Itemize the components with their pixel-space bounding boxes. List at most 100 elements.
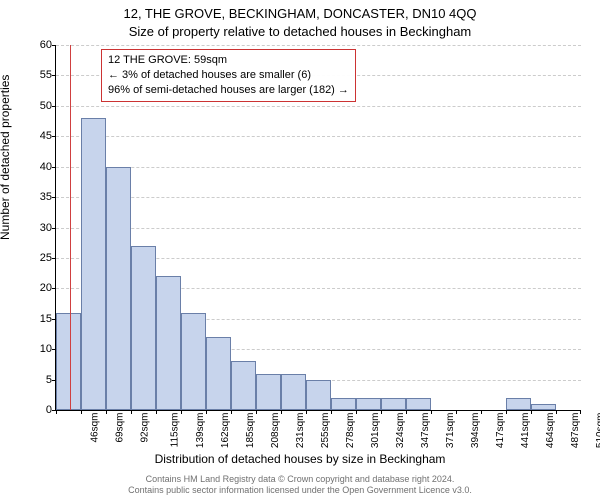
y-tick-mark bbox=[52, 136, 56, 137]
histogram-bar bbox=[206, 337, 231, 410]
x-axis-label: Distribution of detached houses by size … bbox=[0, 452, 600, 466]
x-tick-mark bbox=[580, 410, 581, 414]
histogram-bar bbox=[81, 118, 106, 410]
histogram-bar bbox=[231, 361, 256, 410]
y-tick-mark bbox=[52, 75, 56, 76]
x-tick-mark bbox=[231, 410, 232, 414]
x-tick-label: 139sqm bbox=[195, 413, 206, 449]
x-tick-label: 255sqm bbox=[320, 413, 331, 449]
gridline bbox=[56, 197, 581, 198]
gridline bbox=[56, 106, 581, 107]
x-tick-label: 46sqm bbox=[89, 413, 100, 443]
x-tick-label: 371sqm bbox=[445, 413, 456, 449]
x-tick-mark bbox=[106, 410, 107, 414]
x-tick-mark bbox=[531, 410, 532, 414]
histogram-bar bbox=[56, 313, 81, 410]
x-tick-mark bbox=[331, 410, 332, 414]
x-tick-label: 394sqm bbox=[470, 413, 481, 449]
x-tick-mark bbox=[356, 410, 357, 414]
x-tick-mark bbox=[556, 410, 557, 414]
histogram-bar bbox=[181, 313, 206, 410]
x-tick-label: 185sqm bbox=[245, 413, 256, 449]
x-tick-label: 487sqm bbox=[570, 413, 581, 449]
attribution-footer: Contains HM Land Registry data © Crown c… bbox=[0, 474, 600, 497]
x-tick-label: 441sqm bbox=[520, 413, 531, 449]
histogram-bar bbox=[156, 276, 181, 410]
y-tick-mark bbox=[52, 45, 56, 46]
y-tick-mark bbox=[52, 228, 56, 229]
y-tick-label: 35 bbox=[26, 191, 52, 203]
y-tick-label: 40 bbox=[26, 161, 52, 173]
y-tick-mark bbox=[52, 258, 56, 259]
chart-plot-area: 05101520253035404550556046sqm69sqm92sqm1… bbox=[55, 45, 581, 411]
x-tick-label: 115sqm bbox=[169, 413, 180, 448]
y-tick-mark bbox=[52, 288, 56, 289]
histogram-bar bbox=[331, 398, 356, 410]
reference-line bbox=[70, 45, 71, 410]
y-tick-mark bbox=[52, 197, 56, 198]
footer-line1: Contains HM Land Registry data © Crown c… bbox=[0, 474, 600, 485]
x-tick-mark bbox=[306, 410, 307, 414]
histogram-bar bbox=[106, 167, 131, 410]
y-axis-label: Number of detached properties bbox=[0, 75, 12, 240]
x-tick-mark bbox=[281, 410, 282, 414]
x-tick-label: 231sqm bbox=[295, 413, 306, 449]
x-tick-mark bbox=[506, 410, 507, 414]
y-tick-label: 60 bbox=[26, 39, 52, 51]
address-title: 12, THE GROVE, BECKINGHAM, DONCASTER, DN… bbox=[0, 6, 600, 21]
x-tick-label: 301sqm bbox=[370, 413, 381, 449]
y-tick-label: 30 bbox=[26, 222, 52, 234]
subtitle: Size of property relative to detached ho… bbox=[0, 24, 600, 39]
x-tick-mark bbox=[56, 410, 57, 414]
x-tick-mark bbox=[181, 410, 182, 414]
x-tick-label: 92sqm bbox=[139, 413, 150, 443]
y-tick-label: 45 bbox=[26, 130, 52, 142]
annotation-line2: ← 3% of detached houses are smaller (6) bbox=[108, 68, 349, 83]
x-tick-label: 162sqm bbox=[220, 413, 231, 449]
histogram-bar bbox=[406, 398, 431, 410]
annotation-box: 12 THE GROVE: 59sqm ← 3% of detached hou… bbox=[101, 49, 356, 102]
y-tick-label: 0 bbox=[26, 404, 52, 416]
x-tick-label: 324sqm bbox=[395, 413, 406, 449]
footer-line2: Contains public sector information licen… bbox=[0, 485, 600, 496]
y-tick-label: 25 bbox=[26, 252, 52, 264]
histogram-bar bbox=[356, 398, 381, 410]
x-tick-label: 417sqm bbox=[495, 413, 506, 449]
x-tick-mark bbox=[256, 410, 257, 414]
gridline bbox=[56, 136, 581, 137]
annotation-line1: 12 THE GROVE: 59sqm bbox=[108, 53, 349, 68]
x-tick-mark bbox=[431, 410, 432, 414]
x-tick-mark bbox=[406, 410, 407, 414]
x-tick-label: 347sqm bbox=[420, 413, 431, 449]
x-tick-mark bbox=[81, 410, 82, 414]
y-tick-label: 15 bbox=[26, 313, 52, 325]
x-tick-mark bbox=[381, 410, 382, 414]
x-tick-label: 278sqm bbox=[345, 413, 356, 449]
histogram-bar bbox=[306, 380, 331, 410]
y-tick-mark bbox=[52, 167, 56, 168]
x-tick-label: 69sqm bbox=[114, 413, 125, 443]
x-tick-mark bbox=[156, 410, 157, 414]
y-tick-label: 5 bbox=[26, 374, 52, 386]
gridline bbox=[56, 228, 581, 229]
gridline bbox=[56, 167, 581, 168]
histogram-bar bbox=[381, 398, 406, 410]
y-tick-label: 20 bbox=[26, 282, 52, 294]
annotation-line3: 96% of semi-detached houses are larger (… bbox=[108, 83, 349, 98]
x-tick-mark bbox=[206, 410, 207, 414]
gridline bbox=[56, 45, 581, 46]
x-tick-label: 208sqm bbox=[270, 413, 281, 449]
y-tick-mark bbox=[52, 106, 56, 107]
y-tick-label: 10 bbox=[26, 343, 52, 355]
y-tick-label: 50 bbox=[26, 100, 52, 112]
histogram-bar bbox=[131, 246, 156, 410]
x-tick-label: 464sqm bbox=[545, 413, 556, 449]
x-tick-mark bbox=[131, 410, 132, 414]
y-tick-label: 55 bbox=[26, 69, 52, 81]
histogram-bar bbox=[506, 398, 531, 410]
histogram-bar bbox=[531, 404, 556, 410]
x-tick-mark bbox=[456, 410, 457, 414]
histogram-bar bbox=[256, 374, 281, 411]
x-tick-mark bbox=[481, 410, 482, 414]
x-tick-label: 510sqm bbox=[595, 413, 600, 449]
